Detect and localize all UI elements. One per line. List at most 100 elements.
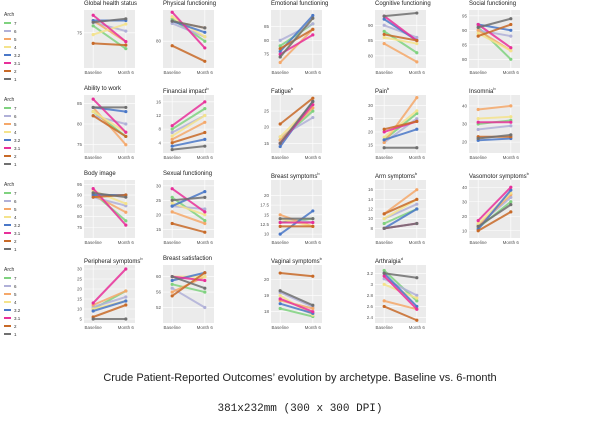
series-line [172,275,205,282]
data-point [124,223,128,227]
data-point [124,29,128,33]
series-line [172,196,205,202]
legend-label: 5 [14,36,17,42]
series-line [383,299,418,311]
y-tick-label: 75 [77,225,83,230]
panel-plot: 75 Baseline Month 6 [77,10,135,75]
chart-panel: Physical functioning 80 Baseline Month 6 [149,0,217,80]
legend-entry: 3.1 [4,144,20,152]
data-point [124,105,128,110]
data-point [203,219,207,223]
series-line [477,32,512,52]
y-tick-label: 20 [264,277,270,282]
x-tick-label: Baseline [376,155,394,160]
series-line [279,297,314,313]
x-tick-label: Month 6 [197,240,214,245]
series-line [171,187,206,213]
legend-swatch [4,277,11,279]
data-point [124,40,128,44]
data-point [124,299,128,303]
legend-swatch [4,301,11,303]
data-point [203,305,207,310]
y-tick-label: 75 [77,142,83,147]
data-point [203,207,207,211]
panel-plot: 4 8 12 16 Baseline Month 6 [156,95,214,160]
data-point [509,104,513,108]
data-point [382,32,386,37]
data-point [203,221,207,226]
series-line [383,42,418,63]
y-tick-label: 30 [462,122,468,127]
y-tick-label: 12.5 [260,222,269,227]
panel-title: Global health status [84,1,138,7]
data-point [382,140,386,145]
data-point [476,28,480,32]
data-point [203,144,207,148]
series-line [383,305,418,322]
data-point [91,20,95,24]
data-point [415,146,419,150]
legend-swatch [4,139,11,141]
legend-label: 1 [14,76,17,82]
chart-panel: Fatigueb 15 20 25 Baseline Month 6 [257,85,325,165]
legend-swatch [4,293,11,295]
series-line [477,23,512,38]
data-point [91,105,95,110]
data-point [203,213,207,217]
series-line [383,272,418,308]
data-point [124,43,128,47]
data-point [91,301,95,305]
chart-panel: Breast satisfaction 52 56 60 Baseline Month 6 [149,255,217,335]
legend-label: 4 [14,129,17,135]
legend-entry: 3.2 [4,51,20,59]
panel-plot: 10 20 30 40 Baseline Month 6 [462,180,520,245]
data-point [170,282,174,286]
legend-swatch [4,200,11,202]
legend-entry: 1 [4,245,20,253]
data-point [476,120,480,124]
series-line [477,23,512,49]
panel-title: Arthralgiad [375,256,403,265]
data-point [382,217,386,221]
y-tick-label: 20 [264,193,270,198]
data-point [509,203,513,207]
series-line [478,104,511,111]
data-point [278,232,282,236]
panel-plot: 75 80 85 Baseline Month 6 [77,95,135,160]
series-line [93,17,126,24]
series-line [171,138,206,148]
data-point [476,107,480,112]
x-tick-label: Month 6 [118,240,135,245]
data-point [170,137,174,141]
legend-swatch [4,325,11,327]
x-tick-label: Month 6 [503,240,520,245]
data-point [311,96,315,100]
legend-entry: 7 [4,274,20,282]
data-point [170,204,174,208]
y-tick-label: 17.5 [260,203,269,208]
data-point [170,201,174,205]
y-tick-label: 85 [462,42,468,47]
legend-label: 1 [14,331,17,337]
series-line [383,36,418,45]
series-line [383,128,418,141]
x-tick-label: Baseline [376,240,394,245]
data-point [382,135,386,139]
legend-entry: 4 [4,298,20,306]
legend-label: 5 [14,206,17,212]
x-tick-label: Month 6 [503,70,520,75]
y-tick-label: 95 [462,13,468,18]
panel-title-superscript: b [291,86,294,91]
data-point [170,15,174,19]
legend-swatch [4,155,11,157]
data-point [278,220,282,225]
legend-entry: 4 [4,128,20,136]
data-point [415,117,419,121]
x-tick-label: Baseline [164,325,182,330]
y-tick-label: 25 [156,198,162,203]
data-point [509,57,513,61]
y-tick-label: 90 [368,23,374,28]
data-point [203,120,207,124]
y-tick-label: 52 [156,305,162,310]
y-tick-label: 15 [368,143,374,148]
